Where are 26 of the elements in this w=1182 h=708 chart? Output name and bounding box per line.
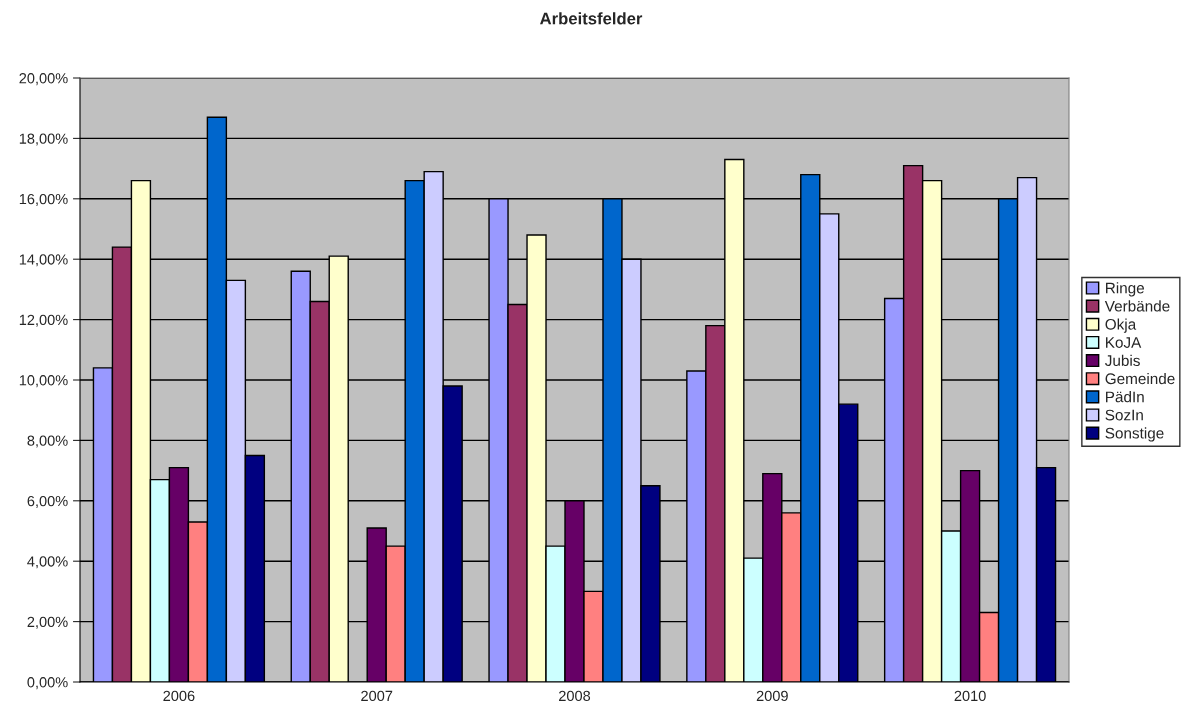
legend-label: SozIn	[1105, 409, 1143, 421]
legend-label: PädIn	[1106, 391, 1144, 403]
y-tick-label: 10,00%	[19, 375, 68, 388]
y-tick-label: 0,00%	[27, 677, 68, 690]
y-tick-label: 6,00%	[27, 495, 68, 508]
x-tick-label: 2010	[954, 690, 986, 702]
y-tick-label: 8,00%	[27, 435, 68, 448]
y-tick-label: 4,00%	[27, 556, 68, 569]
y-tick-label: 20,00%	[19, 73, 68, 86]
legend-label: Verbände	[1104, 300, 1170, 312]
legend-label: Jubis	[1105, 354, 1140, 367]
legend-label: Gemeinde	[1105, 372, 1175, 385]
chart-title: Arbeitsfelder	[540, 12, 643, 25]
y-tick-label: 14,00%	[19, 254, 68, 267]
y-tick-label: 12,00%	[19, 314, 68, 327]
legend-label: Sonstige	[1105, 427, 1164, 442]
y-tick-label: 16,00%	[19, 193, 68, 206]
legend-label: Ringe	[1106, 282, 1145, 297]
x-tick-label: 2007	[361, 690, 393, 702]
x-tick-label: 2008	[559, 690, 591, 702]
y-tick-label: 2,00%	[27, 616, 68, 629]
x-tick-label: 2009	[756, 690, 788, 702]
legend-label: KoJA	[1106, 337, 1142, 348]
x-tick-label: 2006	[163, 690, 195, 702]
y-tick-label: 18,00%	[19, 133, 68, 146]
legend-label: Okja	[1105, 318, 1137, 333]
